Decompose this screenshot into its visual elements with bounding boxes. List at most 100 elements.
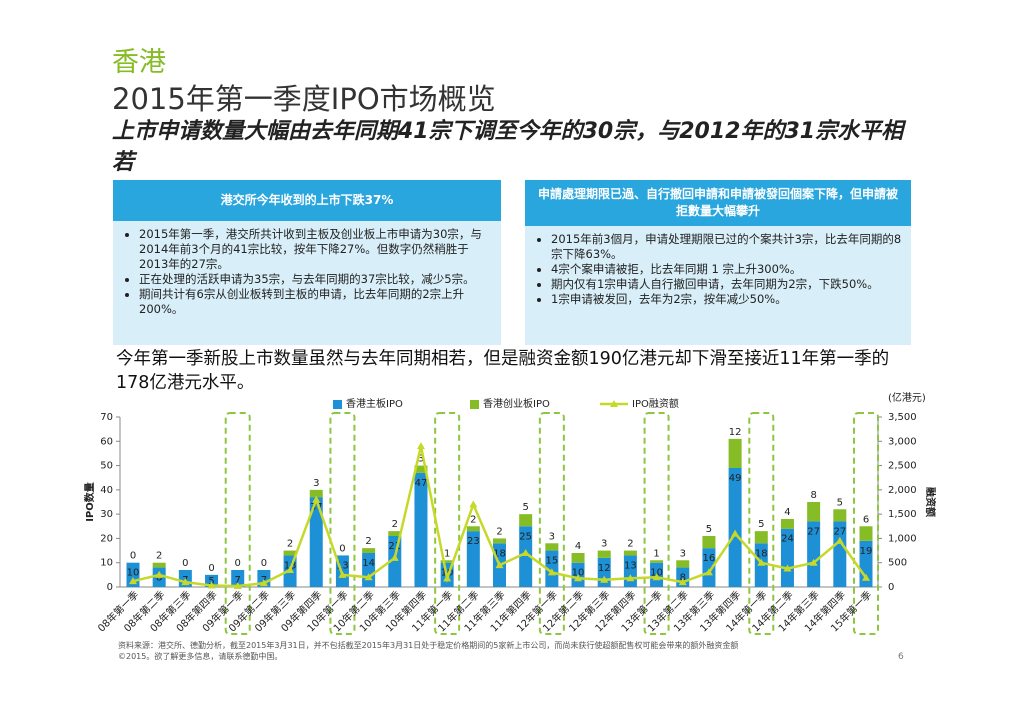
funding-marker bbox=[600, 575, 609, 583]
value-label: 12 bbox=[729, 427, 742, 438]
funding-marker bbox=[312, 495, 321, 503]
bar-gem bbox=[362, 548, 376, 553]
funding-marker bbox=[155, 570, 164, 578]
value-label: 0 bbox=[235, 558, 241, 569]
value-label: 18 bbox=[755, 548, 768, 559]
page-number: 6 bbox=[898, 652, 904, 662]
value-label: 2 bbox=[627, 539, 633, 550]
funding-marker bbox=[233, 582, 242, 590]
bullet: 4宗个案申请被拒，比去年同期 1 宗上升300%。 bbox=[551, 262, 903, 277]
value-label: 1 bbox=[653, 548, 659, 559]
funding-marker bbox=[286, 566, 295, 573]
bar-gem bbox=[571, 553, 585, 563]
y2-tick-label: 2,500 bbox=[888, 461, 917, 472]
value-label: 5 bbox=[706, 524, 712, 535]
value-label: 8 bbox=[810, 490, 816, 501]
bar-main bbox=[362, 553, 376, 587]
y2-tick-label: 1,500 bbox=[888, 509, 917, 520]
legend-swatch bbox=[333, 400, 342, 409]
value-label: 2 bbox=[365, 536, 371, 547]
bullet: 2015年第一季，港交所共计收到主板及创业板上市申请为30宗，与2014年前3个… bbox=[139, 227, 493, 272]
value-label: 27 bbox=[833, 526, 846, 537]
y2-tick-label: 1,000 bbox=[888, 533, 917, 544]
value-label: 2 bbox=[156, 551, 162, 562]
source-note: 资料来源：港交所、德勤分析，截至2015年3月31日，并不包括截至2015年3月… bbox=[118, 640, 898, 662]
value-label: 3 bbox=[680, 548, 686, 559]
bar-gem bbox=[414, 465, 428, 473]
box-title: 申請處理期限已過、自行撤回申請和申請被發回個案下降，但申請被拒數量大幅攀升 bbox=[525, 180, 911, 226]
bar-gem bbox=[283, 550, 297, 556]
value-label: 4 bbox=[575, 541, 581, 552]
bar-main bbox=[728, 468, 742, 587]
funding-marker bbox=[364, 573, 373, 581]
value-label: 5 bbox=[208, 576, 214, 587]
value-label: 0 bbox=[208, 563, 214, 574]
funding-marker bbox=[731, 529, 740, 537]
value-label: 3 bbox=[418, 454, 424, 465]
y-tick-label: 0 bbox=[107, 582, 113, 593]
bullet: 1宗申请被发回，去年为2宗，按年减少50%。 bbox=[551, 292, 903, 307]
value-label: 2 bbox=[287, 539, 293, 550]
y-tick-label: 40 bbox=[100, 485, 113, 496]
value-label: 15 bbox=[545, 556, 558, 567]
funding-marker bbox=[416, 442, 425, 450]
bullet: 期间共计有6宗从创业板转到主板的申请，比去年同期的2宗上升200%。 bbox=[139, 287, 493, 317]
funding-marker bbox=[704, 568, 713, 576]
value-label: 3 bbox=[313, 478, 319, 489]
bar-gem bbox=[754, 531, 768, 544]
value-label: 10 bbox=[127, 568, 140, 579]
funding-marker bbox=[495, 561, 504, 569]
funding-marker bbox=[652, 573, 661, 581]
bar-main bbox=[833, 521, 847, 587]
value-label: 19 bbox=[860, 546, 873, 557]
bar-main bbox=[807, 521, 821, 587]
bar-main bbox=[466, 531, 480, 587]
y2-tick-label: 3,000 bbox=[888, 436, 917, 447]
paragraph: 今年第一季新股上市数量虽然与去年同期相若，但是融资金额190亿港元却下滑至接近1… bbox=[116, 349, 890, 393]
bar-gem bbox=[807, 502, 821, 522]
bar-gem bbox=[493, 538, 506, 544]
value-label: 7 bbox=[235, 575, 241, 586]
value-label: 24 bbox=[781, 534, 794, 545]
bullet-list: 2015年第一季，港交所共计收到主板及创业板上市申请为30宗，与2014年前3个… bbox=[113, 227, 501, 323]
value-label: 49 bbox=[729, 473, 742, 484]
funding-marker bbox=[338, 570, 347, 578]
bar-gem bbox=[650, 560, 664, 563]
value-label: 12 bbox=[598, 563, 611, 574]
funding-marker bbox=[181, 578, 190, 586]
bar-main bbox=[859, 540, 873, 587]
info-box: 港交所今年收到的上市下跌37% 2015年第一季，港交所共计收到主板及创业板上市… bbox=[113, 180, 501, 345]
info-box: 申請處理期限已過、自行撤回申請和申請被發回個案下降，但申請被拒數量大幅攀升 20… bbox=[525, 180, 911, 345]
funding-marker bbox=[521, 549, 530, 556]
value-label: 21 bbox=[388, 541, 401, 552]
value-label: 2 bbox=[496, 526, 502, 537]
value-label: 0 bbox=[261, 558, 267, 569]
funding-marker bbox=[783, 564, 792, 572]
value-label: 1 bbox=[444, 548, 450, 559]
y2-unit: (亿港元) bbox=[888, 391, 926, 404]
funding-marker bbox=[678, 578, 687, 586]
value-label: 0 bbox=[339, 543, 345, 554]
y-axis-title: IPO数量 bbox=[83, 482, 96, 522]
bar-gem bbox=[519, 514, 533, 527]
value-label: 27 bbox=[807, 526, 820, 537]
legend-swatch bbox=[470, 400, 479, 409]
value-label: 47 bbox=[415, 478, 428, 489]
bar-main bbox=[231, 570, 245, 587]
value-label: 8 bbox=[680, 573, 686, 584]
y-tick-label: 20 bbox=[100, 533, 113, 544]
value-label: 6 bbox=[863, 514, 869, 525]
bullet: 正在处理的活跃申请为35宗，与去年同期的37宗比较，减少5宗。 bbox=[139, 272, 493, 287]
value-label: 2 bbox=[470, 514, 476, 525]
y2-tick-label: 500 bbox=[888, 558, 907, 569]
value-label: 13 bbox=[624, 560, 637, 571]
funding-marker bbox=[757, 558, 766, 566]
value-label: 4 bbox=[784, 507, 790, 518]
title: 2015年第一季度IPO市场概览 bbox=[112, 82, 496, 116]
bar-main bbox=[780, 528, 794, 587]
bullet: 2015年前3個月，申请处理期限已过的个案共计3宗，比去年同期的8宗下降63%。 bbox=[551, 232, 903, 262]
bar-gem bbox=[833, 509, 847, 522]
bar-main bbox=[519, 526, 533, 587]
